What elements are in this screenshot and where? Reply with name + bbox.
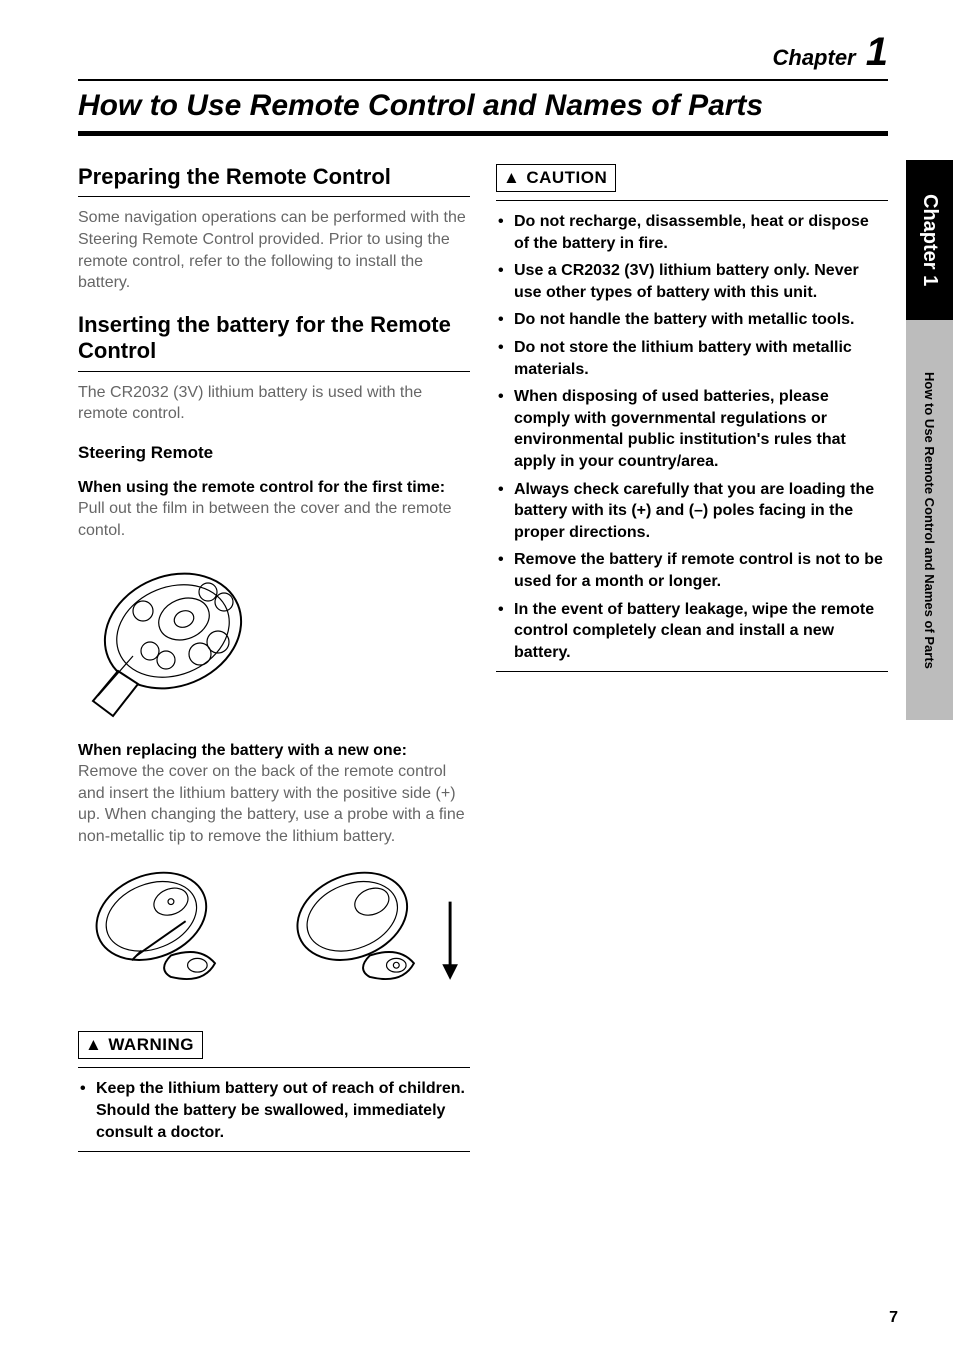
caution-list: Do not recharge, disassemble, heat or di…	[496, 211, 888, 663]
caution-rule-bottom	[496, 671, 888, 672]
warning-list: Keep the lithium battery out of reach of…	[78, 1078, 470, 1143]
content-area: Chapter 1 How to Use Remote Control and …	[78, 30, 888, 1162]
remote-back-open-illustration	[78, 861, 244, 1001]
caution-item: In the event of battery leakage, wipe th…	[496, 599, 888, 664]
chapter-header: Chapter 1	[78, 30, 888, 81]
warning-item: Keep the lithium battery out of reach of…	[78, 1078, 470, 1143]
chapter-number: 1	[866, 30, 888, 74]
caution-item: Always check carefully that you are load…	[496, 479, 888, 544]
first-time-body: Pull out the film in between the cover a…	[78, 498, 470, 541]
caution-item: Do not store the lithium battery with me…	[496, 337, 888, 380]
heading-steering-remote: Steering Remote	[78, 443, 470, 463]
warning-rule-bottom	[78, 1151, 470, 1152]
remote-back-insert-illustration	[274, 861, 470, 1001]
right-column: ▲ CAUTION Do not recharge, disassemble, …	[496, 164, 888, 1162]
warning-box: ▲ WARNING	[78, 1031, 203, 1059]
warning-rule-top	[78, 1067, 470, 1068]
inserting-body: The CR2032 (3V) lithium battery is used …	[78, 382, 470, 425]
sidebar-tab-title: How to Use Remote Control and Names of P…	[906, 320, 953, 720]
heading-rule	[78, 371, 470, 372]
replace-label: When replacing the battery with a new on…	[78, 740, 470, 762]
caution-item: Do not recharge, disassemble, heat or di…	[496, 211, 888, 254]
sidebar-tabs: Chapter 1 How to Use Remote Control and …	[906, 160, 954, 720]
heading-preparing: Preparing the Remote Control	[78, 164, 470, 190]
preparing-body: Some navigation operations can be perfor…	[78, 207, 470, 293]
left-column: Preparing the Remote Control Some naviga…	[78, 164, 470, 1162]
warning-label: WARNING	[108, 1035, 194, 1055]
caution-box: ▲ CAUTION	[496, 164, 616, 192]
caution-item: Use a CR2032 (3V) lithium battery only. …	[496, 260, 888, 303]
remote-front-illustration	[78, 556, 278, 726]
page: Chapter 1 How to Use Remote Control and …	[0, 0, 954, 1355]
chapter-label: Chapter	[773, 45, 856, 70]
caution-rule-top	[496, 200, 888, 201]
caution-item: Remove the battery if remote control is …	[496, 549, 888, 592]
first-time-label: When using the remote control for the fi…	[78, 477, 470, 499]
caution-label: CAUTION	[526, 168, 607, 188]
sidebar-tab-chapter: Chapter 1	[906, 160, 953, 320]
heading-rule	[78, 196, 470, 197]
heading-inserting: Inserting the battery for the Remote Con…	[78, 312, 470, 365]
figure-battery-replace-row	[78, 861, 470, 1001]
caution-icon: ▲	[503, 168, 520, 188]
caution-item: Do not handle the battery with metallic …	[496, 309, 888, 331]
figure-remote-front	[78, 556, 470, 726]
replace-body: Remove the cover on the back of the remo…	[78, 761, 470, 847]
page-number: 7	[889, 1309, 898, 1327]
caution-item: When disposing of used batteries, please…	[496, 386, 888, 472]
warning-icon: ▲	[85, 1035, 102, 1055]
two-column-layout: Preparing the Remote Control Some naviga…	[78, 164, 888, 1162]
page-title: How to Use Remote Control and Names of P…	[78, 89, 888, 136]
